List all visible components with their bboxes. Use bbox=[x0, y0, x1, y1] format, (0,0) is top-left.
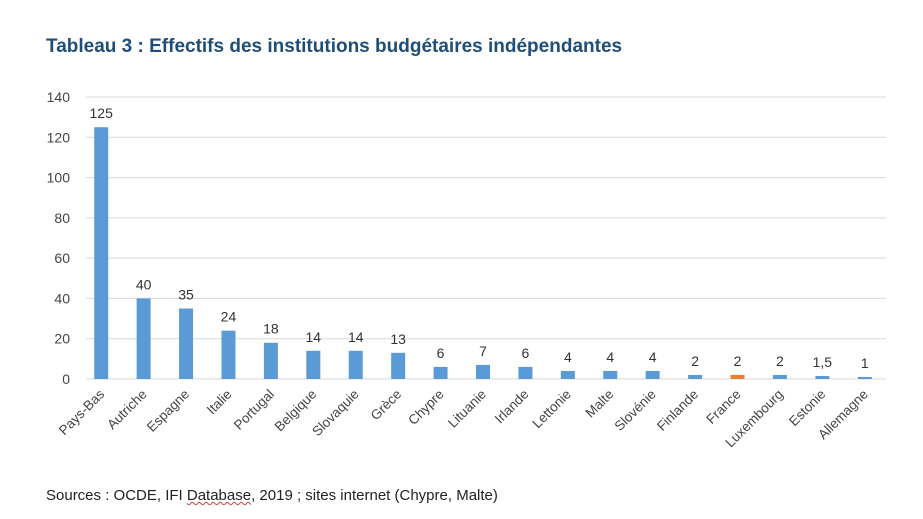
data-label-portugal: 18 bbox=[263, 321, 279, 337]
category-label-estonie: Estonie bbox=[786, 387, 828, 429]
bar-espagne bbox=[179, 308, 194, 379]
bar-italie bbox=[221, 330, 236, 379]
y-tick-label-40: 40 bbox=[54, 290, 70, 306]
bars bbox=[94, 127, 872, 379]
data-label-finlande: 2 bbox=[691, 353, 699, 369]
source-prefix: Sources : OCDE, IFI bbox=[46, 487, 187, 504]
bar-irlande bbox=[518, 366, 533, 379]
data-label-estonie: 1,5 bbox=[813, 354, 833, 370]
data-label-lettonie: 4 bbox=[564, 349, 572, 365]
y-tick-label-120: 120 bbox=[47, 129, 71, 145]
y-tick-label-140: 140 bbox=[47, 89, 71, 105]
category-label-grece: Grèce bbox=[368, 387, 405, 424]
data-label-lituanie: 7 bbox=[479, 343, 487, 359]
category-label-portugal: Portugal bbox=[231, 387, 277, 433]
bar-portugal bbox=[263, 342, 278, 379]
chart-title: Tableau 3 : Effectifs des institutions b… bbox=[46, 36, 623, 57]
data-label-chypre: 6 bbox=[437, 345, 445, 361]
category-label-slovenie: Slovénie bbox=[612, 387, 659, 434]
data-labels: 125 40 35 24 18 14 14 13 6 7 6 4 4 4 2 2 2 1,5 1 bbox=[90, 105, 869, 371]
data-label-luxembourg: 2 bbox=[776, 353, 784, 369]
category-label-pays-bas: Pays-Bas bbox=[56, 386, 108, 438]
data-label-grece: 13 bbox=[390, 331, 406, 347]
category-label-finlande: Finlande bbox=[654, 387, 701, 434]
y-tick-label-60: 60 bbox=[54, 250, 70, 266]
bar-autriche bbox=[136, 298, 151, 379]
category-label-espagne: Espagne bbox=[144, 387, 192, 435]
data-label-slovenie: 4 bbox=[649, 349, 657, 365]
bar-allemagne bbox=[857, 376, 872, 379]
category-label-lituanie: Lituanie bbox=[445, 387, 489, 431]
bar-france bbox=[730, 374, 745, 379]
bar-estonie bbox=[815, 375, 830, 379]
y-tick-label-20: 20 bbox=[54, 331, 70, 347]
data-label-pays-bas: 125 bbox=[90, 105, 114, 121]
y-tick-label-80: 80 bbox=[54, 210, 70, 226]
source-underlined: Database bbox=[186, 487, 252, 504]
category-label-lettonie: Lettonie bbox=[529, 387, 574, 432]
gridlines bbox=[86, 96, 886, 380]
category-label-autriche: Autriche bbox=[104, 387, 150, 433]
data-label-allemagne: 1 bbox=[861, 355, 869, 371]
bar-malte bbox=[603, 370, 618, 379]
bar-chypre bbox=[433, 366, 448, 379]
data-label-irlande: 6 bbox=[522, 345, 530, 361]
data-label-espagne: 35 bbox=[178, 287, 194, 303]
category-label-italie: Italie bbox=[204, 387, 235, 418]
category-label-malte: Malte bbox=[582, 387, 616, 421]
bar-slovenie bbox=[645, 370, 660, 379]
source-suffix: , 2019 ; sites internet (Chypre, Malte) bbox=[251, 487, 498, 504]
y-axis-ticks: 0 20 40 60 80 100 120 140 bbox=[47, 89, 71, 387]
bar-pays-bas bbox=[94, 127, 109, 379]
data-label-slovaquie: 14 bbox=[348, 329, 364, 345]
data-label-malte: 4 bbox=[606, 349, 614, 365]
bar-belgique bbox=[306, 350, 321, 379]
bar-slovaquie bbox=[348, 350, 363, 379]
category-label-slovaquie: Slovaquie bbox=[309, 387, 362, 440]
y-tick-label-100: 100 bbox=[47, 170, 71, 186]
y-tick-label-0: 0 bbox=[62, 371, 70, 387]
data-label-autriche: 40 bbox=[136, 276, 152, 292]
category-label-irlande: Irlande bbox=[492, 387, 532, 427]
bar-grece bbox=[391, 352, 406, 379]
bar-lituanie bbox=[476, 364, 490, 379]
category-label-chypre: Chypre bbox=[405, 387, 446, 428]
category-label-france: France bbox=[703, 387, 743, 427]
bar-lettonie bbox=[560, 370, 575, 379]
data-label-italie: 24 bbox=[221, 309, 237, 325]
data-label-france: 2 bbox=[734, 353, 742, 369]
source-note: Sources : OCDE, IFI Database, 2019 ; sit… bbox=[46, 487, 498, 504]
data-label-belgique: 14 bbox=[306, 329, 322, 345]
bar-luxembourg bbox=[772, 374, 787, 379]
bar-finlande bbox=[688, 374, 703, 379]
